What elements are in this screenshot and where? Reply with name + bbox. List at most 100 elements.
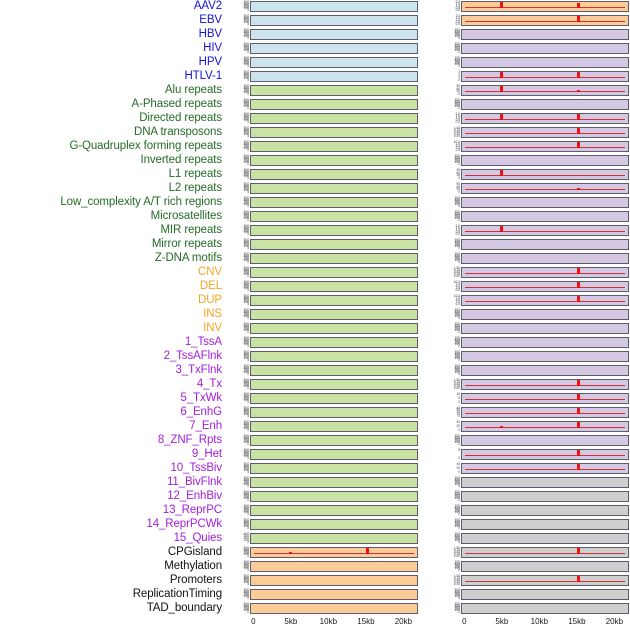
y-tick-label: 0 bbox=[247, 175, 249, 180]
y-tick-label: 400 bbox=[243, 113, 249, 118]
y-tick-label: 400 bbox=[243, 281, 249, 286]
track-panel-row: 500 400 300 200 100 0 bbox=[226, 238, 421, 252]
y-axis-ticks: 500 400 300 200 100 0 bbox=[226, 98, 250, 112]
row-label: Z-DNA motifs bbox=[154, 252, 222, 264]
y-tick-label: 0 bbox=[247, 91, 249, 96]
track-plot-area bbox=[250, 239, 418, 250]
y-tick-label: 100 bbox=[243, 482, 249, 487]
track-plot-area bbox=[461, 85, 629, 96]
track-plot-area bbox=[461, 449, 629, 460]
y-axis-ticks: 500 400 300 200 100 0 bbox=[437, 28, 461, 42]
y-tick-label: 500 bbox=[243, 406, 249, 410]
track-plot-area bbox=[461, 43, 629, 54]
track-plot-area bbox=[461, 113, 629, 124]
y-tick-label: 300 bbox=[243, 353, 249, 358]
y-tick-label: 300 bbox=[454, 507, 460, 512]
y-tick-label: 300 bbox=[243, 171, 249, 176]
y-axis-ticks: 10.0 7.5 5.0 2.5 0.0 bbox=[437, 280, 461, 294]
y-tick-label: 500 bbox=[243, 322, 249, 326]
track-panel-row: 500 400 300 200 100 0 bbox=[437, 504, 630, 518]
track-panel-row: 500 400 300 200 100 0 bbox=[226, 588, 421, 602]
y-tick-label: 500 bbox=[454, 322, 460, 326]
track-plot-area bbox=[250, 281, 418, 292]
y-tick-label: 2.5 bbox=[455, 145, 460, 150]
y-tick-label: 200 bbox=[243, 130, 249, 135]
y-tick-label: 0.0 bbox=[455, 231, 460, 236]
row-label: 6_EnhG bbox=[180, 406, 222, 418]
y-tick-label: 400 bbox=[454, 491, 460, 496]
y-tick-label: 500 bbox=[243, 392, 249, 396]
x-tick-label: 10kb bbox=[530, 617, 549, 626]
track-plot-area bbox=[461, 267, 629, 278]
y-tick-label: 0.50 bbox=[453, 381, 460, 386]
y-tick-label: 300 bbox=[243, 493, 249, 498]
y-tick-label: 100 bbox=[454, 342, 460, 347]
y-tick-label: 0 bbox=[247, 259, 249, 264]
track-panel-row: 500 400 300 200 100 0 bbox=[437, 196, 630, 210]
track-plot-area bbox=[250, 337, 418, 348]
y-tick-label: 100 bbox=[454, 62, 460, 67]
y-tick-label: 100 bbox=[243, 608, 249, 613]
row-label: HPV bbox=[198, 56, 222, 68]
y-tick-label: 5 bbox=[458, 395, 460, 400]
y-tick-label: 0 bbox=[247, 343, 249, 348]
y-tick-label: 200 bbox=[243, 312, 249, 317]
y-tick-label: 100 bbox=[243, 90, 249, 95]
y-tick-label: 0 bbox=[458, 469, 460, 474]
y-axis-ticks: 40 30 20 10 0 bbox=[437, 406, 461, 420]
baseline-marker bbox=[465, 384, 625, 386]
y-tick-label: 300 bbox=[454, 31, 460, 36]
y-tick-label: 0.00 bbox=[453, 553, 460, 558]
y-tick-label: 0 bbox=[247, 399, 249, 404]
y-axis-ticks: 500 400 300 200 100 0 bbox=[226, 112, 250, 126]
y-tick-label: 200 bbox=[243, 535, 249, 540]
track-panel-row: 1.00 0.75 0.50 0.25 0.00 bbox=[437, 378, 630, 392]
y-tick-label: 200 bbox=[243, 494, 249, 499]
y-tick-label: 0 bbox=[247, 189, 249, 194]
y-tick-label: 400 bbox=[243, 519, 249, 524]
y-tick-label: 300 bbox=[243, 507, 249, 512]
y-tick-label: 400 bbox=[243, 379, 249, 384]
y-axis-ticks: 500 400 300 200 100 0 bbox=[226, 210, 250, 224]
track-plot-area bbox=[461, 365, 629, 376]
y-tick-label: 0.0 bbox=[455, 147, 460, 152]
track-plot-area bbox=[250, 169, 418, 180]
y-tick-label: 300 bbox=[454, 59, 460, 64]
y-axis-ticks: 500 400 300 200 100 0 bbox=[226, 196, 250, 210]
y-axis-ticks: 500 400 300 200 100 0 bbox=[226, 602, 250, 616]
track-plot-area bbox=[250, 365, 418, 376]
y-tick-label: 500 bbox=[243, 504, 249, 508]
y-tick-label: 100 bbox=[243, 412, 249, 417]
track-plot-area bbox=[250, 295, 418, 306]
track-panel-row: 500 400 300 200 100 0 bbox=[226, 0, 421, 14]
track-panel-row: 500 400 300 200 100 0 bbox=[226, 574, 421, 588]
y-tick-label: 0 bbox=[458, 189, 460, 194]
y-tick-label: 1.00 bbox=[453, 126, 460, 130]
y-tick-label: 200 bbox=[243, 158, 249, 163]
y-tick-label: 300 bbox=[243, 213, 249, 218]
y-tick-label: 500 bbox=[243, 196, 249, 200]
y-tick-label: 20 bbox=[456, 409, 460, 414]
track-panel-row: 1.00 0.75 0.50 0.25 0.00 bbox=[437, 574, 630, 588]
y-tick-label: 100 bbox=[454, 608, 460, 613]
y-tick-label: 500 bbox=[243, 210, 249, 214]
y-tick-label: 10.0 bbox=[453, 280, 460, 284]
y-tick-label: 200 bbox=[243, 102, 249, 107]
y-tick-label: 0 bbox=[247, 63, 249, 68]
y-tick-label: 0.50 bbox=[453, 269, 460, 274]
y-tick-label: 500 bbox=[243, 182, 249, 186]
track-plot-area bbox=[250, 393, 418, 404]
data-spike bbox=[576, 268, 580, 274]
y-tick-label: 400 bbox=[454, 155, 460, 160]
y-tick-label: 200 bbox=[243, 368, 249, 373]
x-tick-label: 0 bbox=[462, 617, 467, 626]
y-tick-label: 300 bbox=[454, 605, 460, 610]
y-tick-label: 300 bbox=[454, 325, 460, 330]
x-axis-left: 0 5kb 10kb 15kb 20kb bbox=[226, 617, 421, 630]
y-tick-label: 0 bbox=[458, 413, 460, 418]
data-spike bbox=[576, 380, 580, 386]
row-label: 13_ReprPC bbox=[162, 504, 222, 516]
y-tick-label: 400 bbox=[243, 295, 249, 300]
y-axis-ticks: 500 400 300 200 100 0 bbox=[226, 476, 250, 490]
y-tick-label: 0 bbox=[458, 245, 460, 250]
